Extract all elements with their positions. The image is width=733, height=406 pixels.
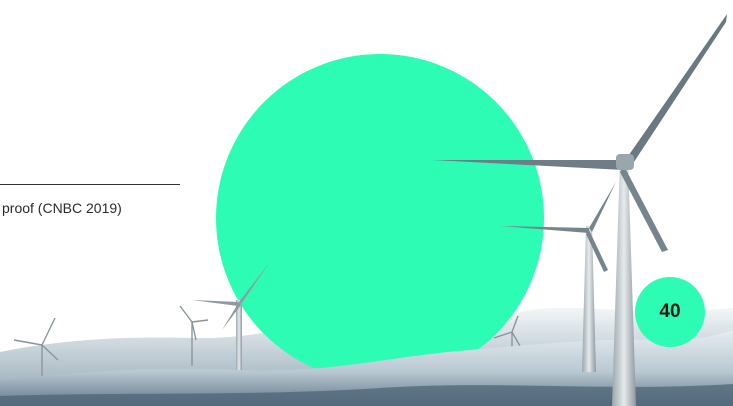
turbine-small-1 (13, 317, 59, 378)
accent-circle (216, 54, 544, 382)
turbine-mid-left (192, 262, 270, 390)
turbine-small-2 (179, 305, 209, 366)
caption-text: proof (CNBC 2019) (2, 200, 122, 216)
page-number-badge: 40 (635, 277, 705, 347)
hill-shadow (0, 384, 733, 406)
page-number: 40 (659, 301, 681, 322)
turbine-mid-right (500, 182, 616, 372)
caption-divider (0, 184, 180, 185)
turbine-large-right (432, 14, 727, 406)
